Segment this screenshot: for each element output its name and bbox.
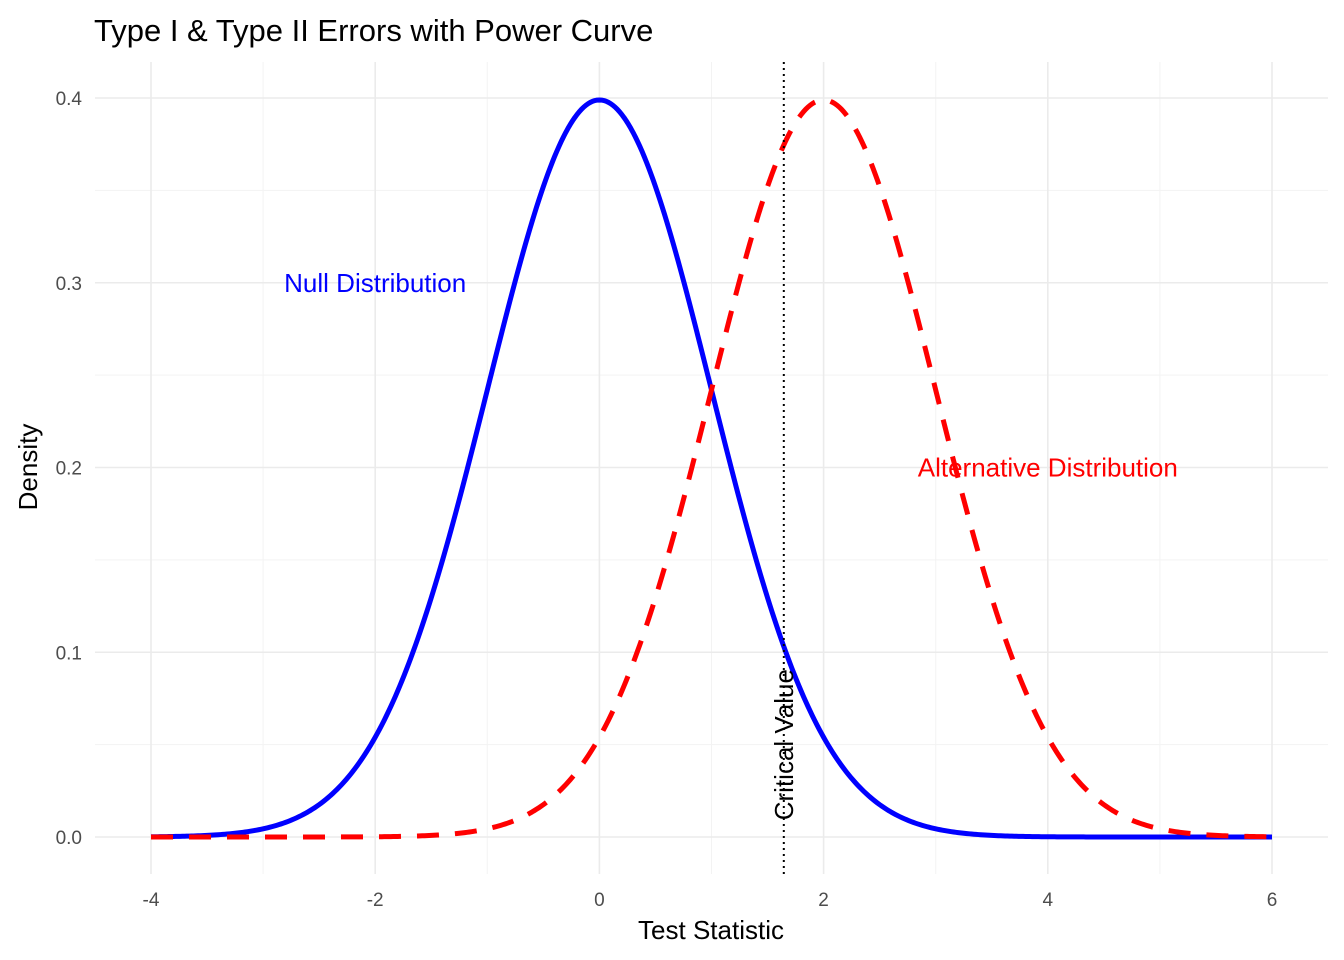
y-tick-label: 0.0 (56, 828, 82, 849)
y-tick-label: 0.2 (56, 459, 82, 480)
x-tick-label: 4 (1043, 890, 1054, 911)
y-tick-label: 0.1 (56, 643, 82, 664)
critical-value-label: Critical Value (769, 669, 799, 820)
data-layer (150, 62, 1273, 874)
alternative-distribution-label: Alternative Distribution (918, 453, 1178, 483)
grid-layer (95, 62, 1328, 874)
y-tick-label: 0.3 (56, 274, 82, 295)
alternative-distribution-line (150, 97, 1273, 840)
x-tick-label: -4 (143, 890, 160, 911)
x-tick-label: 0 (594, 890, 605, 911)
null-distribution-label: Null Distribution (284, 268, 466, 298)
x-tick-label: -2 (367, 890, 384, 911)
axis-layer: -4 -2 0 2 4 6 0.0 0.1 0.2 0.3 0.4 (56, 89, 1278, 911)
x-axis-title: Test Statistic (638, 915, 784, 945)
x-tick-label: 6 (1267, 890, 1278, 911)
x-tick-label: 2 (818, 890, 829, 911)
chart-title: Type I & Type II Errors with Power Curve (94, 13, 653, 48)
annotation-layer: Null Distribution Alternative Distributio… (284, 268, 1178, 821)
y-tick-label: 0.4 (56, 89, 83, 110)
y-axis-title: Density (13, 424, 43, 511)
